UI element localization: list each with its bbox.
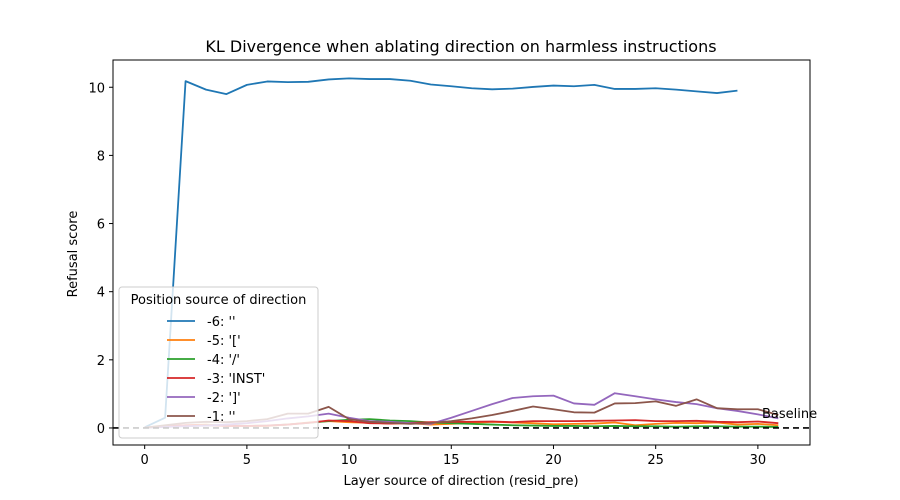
y-tick-label: 8 xyxy=(97,149,105,164)
x-tick-label: 5 xyxy=(243,453,251,468)
legend: Position source of direction -6: '' -5: '[… xyxy=(118,286,319,439)
legend-label-4: -3: 'INST' xyxy=(207,372,265,387)
y-tick-label: 10 xyxy=(88,81,105,96)
legend-label-6: -1: '' xyxy=(207,410,236,425)
x-tick-label: 0 xyxy=(141,453,149,468)
x-axis-title: Layer source of direction (resid_pre) xyxy=(343,474,578,489)
y-tick-label: 4 xyxy=(97,286,105,301)
legend-label-3: -4: '/' xyxy=(207,353,240,368)
x-tick-label: 30 xyxy=(750,453,767,468)
y-tick-label: 2 xyxy=(97,354,105,369)
x-tick-label: 25 xyxy=(647,453,664,468)
chart-title: KL Divergence when ablating direction on… xyxy=(205,37,716,56)
legend-title: Position source of direction xyxy=(131,293,307,308)
x-tick-label: 10 xyxy=(341,453,358,468)
baseline-label: Baseline xyxy=(762,407,817,422)
x-tick-label: 15 xyxy=(443,453,460,468)
legend-label-5: -2: ']' xyxy=(207,391,241,406)
legend-label-2: -5: '[' xyxy=(207,334,241,349)
x-tick-label: 20 xyxy=(545,453,562,468)
legend-box xyxy=(118,286,319,439)
y-axis-title: Refusal score xyxy=(66,211,81,298)
y-tick-label: 0 xyxy=(97,422,105,437)
plot-frame xyxy=(112,59,811,446)
series-line-1 xyxy=(144,77,738,429)
legend-label-1: -6: '' xyxy=(207,315,236,330)
y-tick-label: 6 xyxy=(97,218,105,233)
